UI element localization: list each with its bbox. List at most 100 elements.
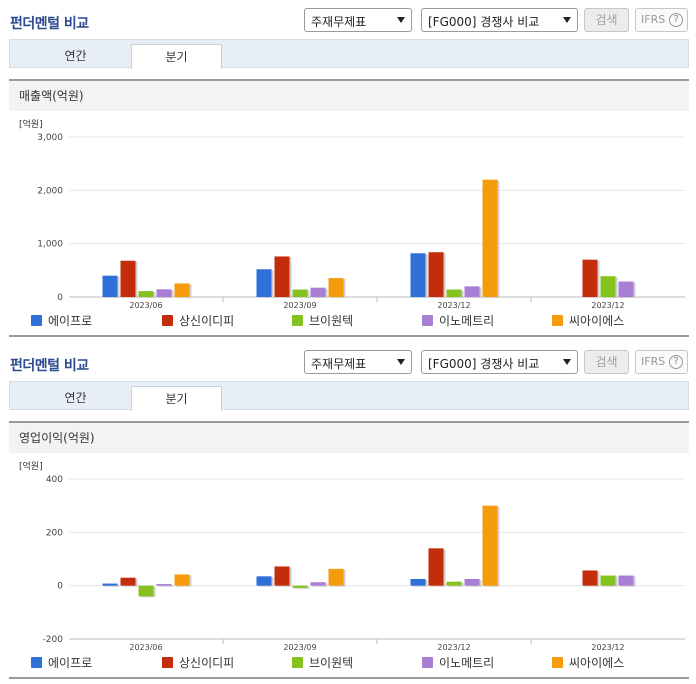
bar-chart: [억원] 3,000 2,000 1,000 0 2023/06 2023/09 2023/1… [19, 118, 685, 310]
chevron-down-icon [563, 359, 571, 365]
section-title: 펀더멘털 비교 [10, 16, 89, 32]
legend-swatch [292, 657, 303, 668]
tab-quarterly[interactable]: 분기 [131, 386, 222, 411]
bar[interactable] [102, 275, 118, 297]
legend-label: 씨아이에스 [569, 656, 625, 670]
unit-label: [억원] [19, 118, 43, 130]
tab-quarterly[interactable]: 분기 [131, 44, 222, 69]
legend-item[interactable]: 브이원텍 [292, 313, 353, 329]
bar[interactable] [410, 579, 426, 586]
x-tick-label: 2023/09 [283, 301, 316, 310]
chart-legend: 에이프로 상신이디피 브이원텍 이노메트리 씨아이에스 [9, 655, 689, 671]
period-tabs: 연간 분기 [9, 39, 689, 69]
bar[interactable] [464, 579, 480, 586]
search-button[interactable]: 검색 [584, 350, 629, 374]
legend-item[interactable]: 씨아이에스 [552, 313, 624, 329]
ifrs-label: IFRS [641, 355, 666, 368]
bar[interactable] [328, 278, 344, 297]
bar[interactable] [174, 283, 190, 297]
legend-label: 이노메트리 [439, 314, 495, 328]
y-tick-label: -200 [43, 635, 64, 645]
peer-group-select[interactable]: [FG000] 경쟁사 비교 [421, 8, 578, 32]
legend-label: 이노메트리 [439, 656, 495, 670]
chart-title: 매출액(억원) [9, 81, 689, 111]
legend-item[interactable]: 에이프로 [31, 313, 92, 329]
legend-swatch [422, 657, 433, 668]
bar[interactable] [464, 286, 480, 297]
legend-item[interactable]: 브이원텍 [292, 655, 353, 671]
legend-swatch [292, 315, 303, 326]
bar[interactable] [410, 253, 426, 297]
legend-item[interactable]: 이노메트리 [422, 313, 494, 329]
bar[interactable] [156, 584, 172, 586]
y-tick-label: 1,000 [37, 240, 63, 250]
bar[interactable] [120, 260, 136, 297]
statement-type-select[interactable]: 주재무제표 [304, 8, 412, 32]
ifrs-label: IFRS [641, 13, 666, 26]
period-tabs: 연간 분기 [9, 381, 689, 411]
bar[interactable] [138, 585, 154, 597]
bar[interactable] [618, 575, 634, 586]
statement-type-select[interactable]: 주재무제표 [304, 350, 412, 374]
bar[interactable] [618, 281, 634, 297]
bar[interactable] [428, 252, 444, 297]
bar[interactable] [446, 581, 462, 586]
bar[interactable] [328, 568, 344, 586]
bar[interactable] [482, 505, 498, 586]
tab-annual[interactable]: 연간 [64, 49, 87, 63]
chevron-down-icon [563, 17, 571, 23]
bar-shadow [158, 585, 174, 587]
legend-swatch [162, 657, 173, 668]
bar[interactable] [292, 585, 308, 588]
chevron-down-icon [397, 359, 405, 365]
y-tick-label: 200 [46, 528, 63, 538]
bar[interactable] [138, 291, 154, 297]
bar[interactable] [292, 289, 308, 297]
chart-legend: 에이프로 상신이디피 브이원텍 이노메트리 씨아이에스 [9, 313, 689, 329]
legend-item[interactable]: 씨아이에스 [552, 655, 624, 671]
x-tick-label: 2023/12 [591, 301, 624, 310]
peer-group-select[interactable]: [FG000] 경쟁사 비교 [421, 350, 578, 374]
bar[interactable] [256, 576, 272, 586]
bar[interactable] [582, 259, 598, 297]
bar[interactable] [582, 570, 598, 586]
legend-item[interactable]: 에이프로 [31, 655, 92, 671]
statement-type-value: 주재무제표 [311, 357, 367, 371]
bar[interactable] [274, 256, 290, 297]
bar[interactable] [256, 269, 272, 297]
help-icon[interactable]: ? [669, 355, 683, 369]
bar[interactable] [600, 276, 616, 297]
legend-label: 브이원텍 [309, 314, 354, 328]
bar[interactable] [600, 575, 616, 586]
bar[interactable] [102, 583, 118, 586]
bar[interactable] [174, 574, 190, 586]
ifrs-button[interactable]: IFRS ? [635, 8, 688, 32]
search-button[interactable]: 검색 [584, 8, 629, 32]
help-icon[interactable]: ? [669, 13, 683, 27]
ifrs-button[interactable]: IFRS ? [635, 350, 688, 374]
bar[interactable] [482, 179, 498, 297]
fundamental-panel-operating-profit: 펀더멘털 비교 주재무제표 [FG000] 경쟁사 비교 검색 IFRS ? 연… [0, 342, 696, 684]
legend-label: 상신이디피 [179, 314, 235, 328]
bar[interactable] [156, 289, 172, 297]
legend-swatch [422, 315, 433, 326]
legend-label: 브이원텍 [309, 656, 354, 670]
bar[interactable] [274, 566, 290, 586]
bar[interactable] [446, 289, 462, 297]
legend-item[interactable]: 상신이디피 [162, 313, 234, 329]
tab-annual[interactable]: 연간 [64, 391, 87, 405]
y-tick-label: 0 [57, 582, 63, 592]
bar[interactable] [428, 548, 444, 586]
bar[interactable] [310, 287, 326, 297]
y-tick-label: 2,000 [37, 186, 63, 196]
chevron-down-icon [397, 17, 405, 23]
fundamental-panel-revenue: 펀더멘털 비교 주재무제표 [FG000] 경쟁사 비교 검색 IFRS ? 연… [9, 8, 689, 337]
y-tick-label: 0 [57, 293, 63, 303]
bar[interactable] [120, 577, 136, 586]
legend-swatch [31, 315, 42, 326]
bar[interactable] [310, 582, 326, 586]
legend-item[interactable]: 상신이디피 [162, 655, 234, 671]
section-title: 펀더멘털 비교 [10, 358, 89, 374]
legend-item[interactable]: 이노메트리 [422, 655, 494, 671]
x-tick-label: 2023/06 [129, 643, 162, 652]
